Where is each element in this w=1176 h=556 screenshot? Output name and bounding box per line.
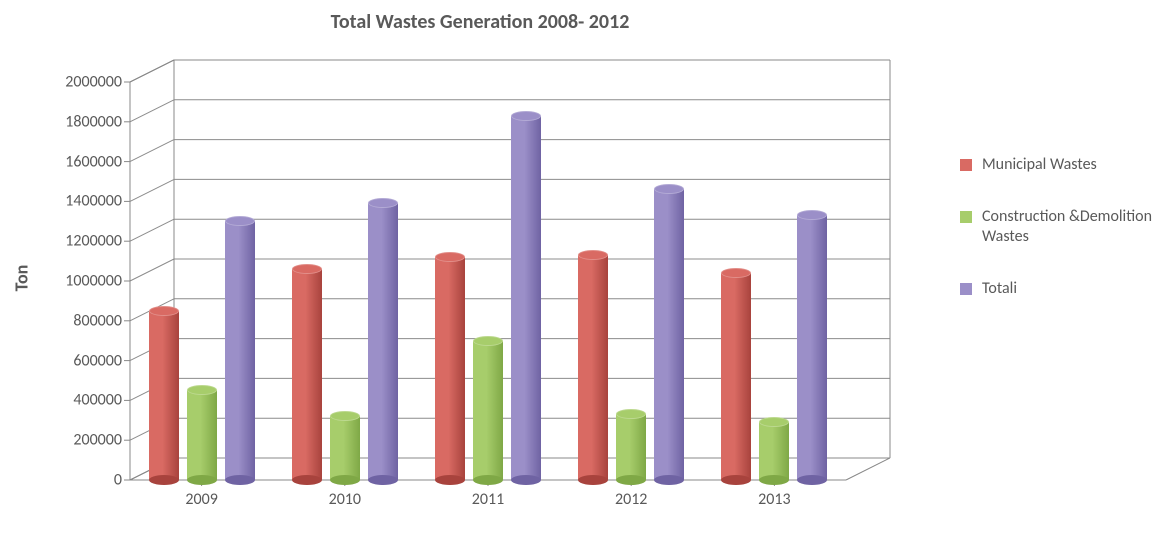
legend-label: Municipal Wastes <box>982 155 1097 175</box>
legend-item: Totali <box>960 279 1172 299</box>
plot-area: 0200000400000600000800000100000012000001… <box>130 60 890 480</box>
legend-swatch <box>960 159 972 171</box>
y-tick-label: 0 <box>114 471 130 490</box>
y-tick-label: 1200000 <box>65 232 130 251</box>
bar <box>292 269 322 480</box>
bar <box>616 414 646 480</box>
bar <box>368 203 398 480</box>
y-tick-label: 1000000 <box>65 272 130 291</box>
y-tick-label: 2000000 <box>65 73 130 92</box>
bar <box>187 390 217 480</box>
y-tick-label: 1400000 <box>65 192 130 211</box>
bar <box>330 416 360 480</box>
bar <box>797 215 827 480</box>
bar <box>473 341 503 480</box>
legend: Municipal Wastes Construction &Demolition… <box>960 155 1172 331</box>
bar <box>759 422 789 480</box>
legend-item: Construction &Demolition Wastes <box>960 207 1172 247</box>
legend-label: Totali <box>982 279 1017 299</box>
bar <box>435 257 465 480</box>
bar <box>721 273 751 480</box>
chart-title: Total Wastes Generation 2008- 2012 <box>0 10 960 34</box>
chart-container: Total Wastes Generation 2008- 2012 Ton 0… <box>0 0 1176 556</box>
bar <box>225 221 255 480</box>
bar <box>654 189 684 480</box>
y-tick-label: 1800000 <box>65 112 130 131</box>
legend-swatch <box>960 283 972 295</box>
y-tick-label: 1600000 <box>65 152 130 171</box>
bar <box>578 255 608 480</box>
y-tick-label: 600000 <box>73 351 130 370</box>
legend-item: Municipal Wastes <box>960 155 1172 175</box>
y-axis-label: Ton <box>10 265 32 292</box>
y-tick-label: 400000 <box>73 391 130 410</box>
y-tick-label: 200000 <box>73 431 130 450</box>
legend-label: Construction &Demolition Wastes <box>982 207 1172 247</box>
y-tick-label: 800000 <box>73 311 130 330</box>
bar <box>511 116 541 480</box>
legend-swatch <box>960 211 972 223</box>
bar <box>149 311 179 480</box>
